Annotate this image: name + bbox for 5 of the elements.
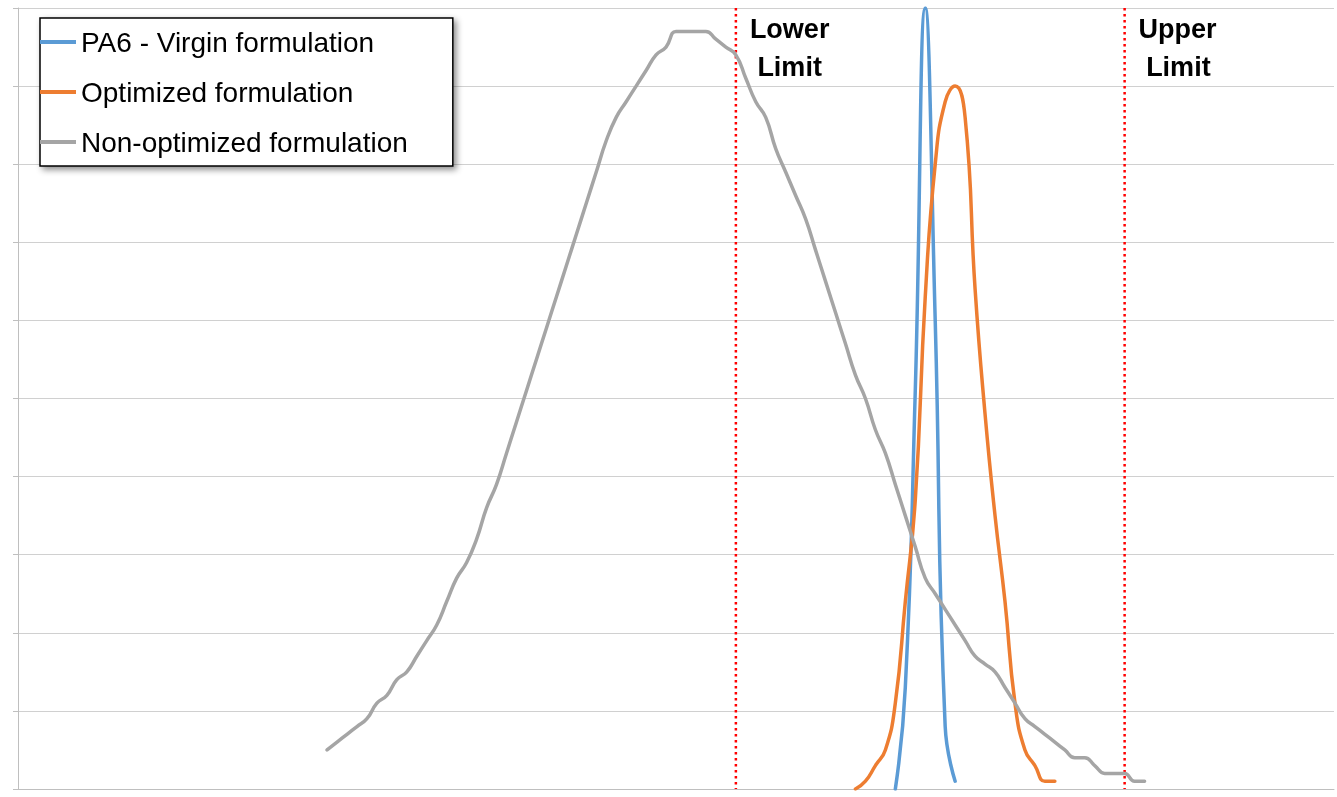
annotation: Lower Limit (749, 14, 830, 82)
legend-label: Non-optimized formulation (81, 126, 408, 158)
annotation: Upper Limit (1138, 14, 1218, 82)
legend-label: PA6 - Virgin formulation (81, 26, 375, 58)
legend-label: Optimized formulation (81, 76, 354, 108)
